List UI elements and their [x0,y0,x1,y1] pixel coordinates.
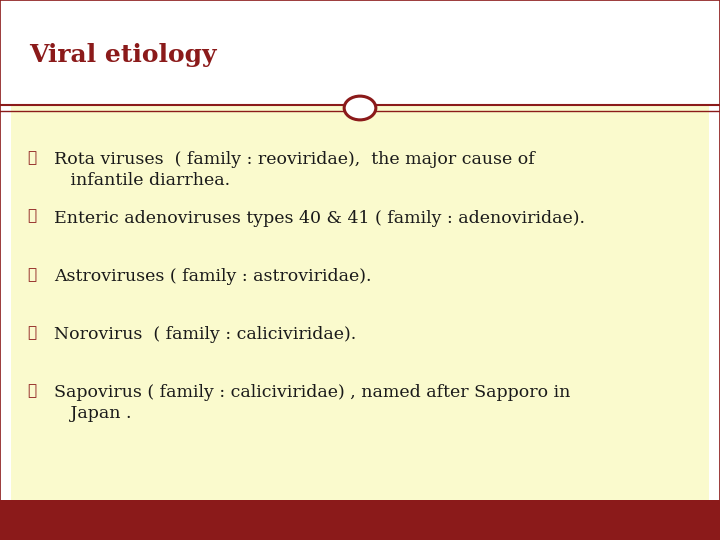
Text: Enteric adenoviruses types 40 & 41 ( family : adenoviridae).: Enteric adenoviruses types 40 & 41 ( fam… [54,210,585,226]
Text: Norovirus  ( family : caliciviridae).: Norovirus ( family : caliciviridae). [54,326,356,343]
Text: ❖: ❖ [27,268,37,282]
Text: Astroviruses ( family : astroviridae).: Astroviruses ( family : astroviridae). [54,268,372,285]
FancyBboxPatch shape [0,0,720,105]
Text: ❖: ❖ [27,210,37,224]
FancyBboxPatch shape [0,500,720,540]
FancyBboxPatch shape [11,105,709,500]
Text: ❖: ❖ [27,384,37,399]
Text: ❖: ❖ [27,326,37,340]
Text: Viral etiology: Viral etiology [29,43,216,68]
Text: Sapovirus ( family : caliciviridae) , named after Sapporo in
   Japan .: Sapovirus ( family : caliciviridae) , na… [54,384,570,422]
Text: ❖: ❖ [27,151,37,165]
Circle shape [344,96,376,120]
Text: Rota viruses  ( family : reoviridae),  the major cause of
   infantile diarrhea.: Rota viruses ( family : reoviridae), the… [54,151,535,189]
